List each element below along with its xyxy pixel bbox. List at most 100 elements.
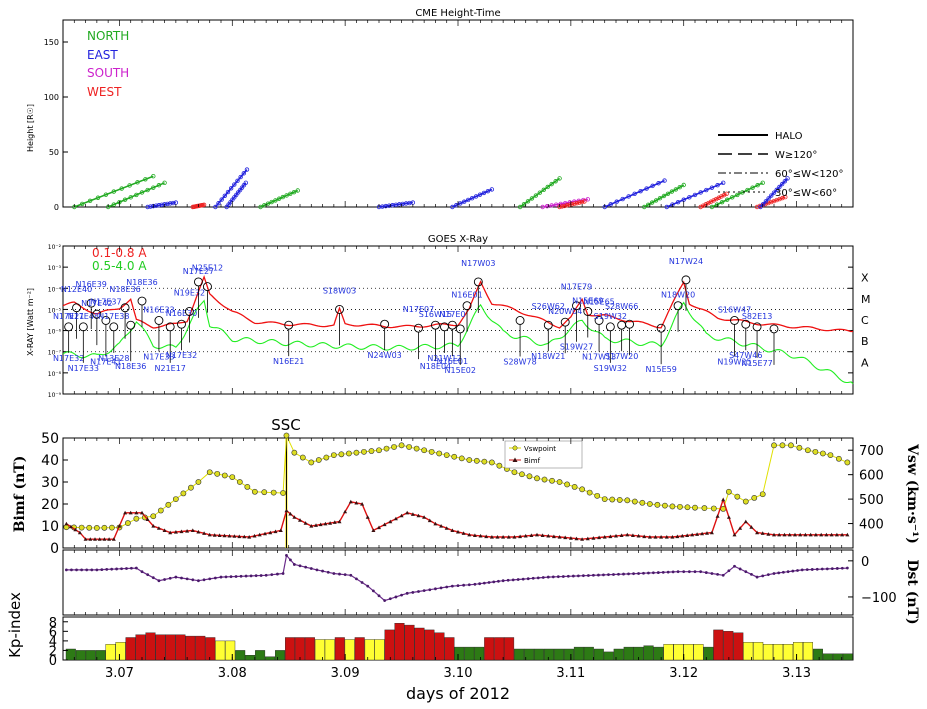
vsw-right-ticks: 400 500 600 700 <box>848 444 884 533</box>
bimf-point <box>68 524 73 529</box>
kp-bar <box>225 640 236 661</box>
bimf-point <box>323 521 328 526</box>
dst-point <box>254 574 258 578</box>
cme-point <box>777 184 782 190</box>
bimf-point <box>102 537 107 541</box>
kp-bar <box>603 651 614 661</box>
dst-ylabel: Dst (nT) <box>904 559 920 624</box>
dst-point <box>125 567 128 570</box>
xray-event-marker <box>177 319 186 329</box>
dst-point <box>478 582 482 586</box>
bimf-point <box>140 510 144 515</box>
bimf-point <box>834 532 839 537</box>
vsw-point <box>804 447 811 454</box>
xray-event-label-above: N18E36 <box>126 278 157 287</box>
dst-point <box>637 572 640 575</box>
kp-bar <box>583 646 594 661</box>
xray-event-marker <box>617 320 627 330</box>
dst-point <box>151 576 155 580</box>
bimf-point <box>145 517 150 521</box>
xray-event-label-above: N17E38 <box>98 312 129 321</box>
dst-point <box>400 593 403 597</box>
cme-point <box>677 184 682 190</box>
xray-ytick-label: 10⁻⁸ <box>48 371 62 378</box>
dst-point <box>229 575 233 579</box>
kp-bar <box>285 637 296 661</box>
vsw-point <box>428 448 435 455</box>
xray-event-marker <box>72 303 81 313</box>
bimf-point <box>242 534 247 539</box>
dst-point <box>270 573 274 577</box>
vsw-point <box>571 483 578 490</box>
dst-point <box>130 566 133 570</box>
kp-bar <box>265 656 276 661</box>
bimf-point <box>647 535 652 539</box>
kp-x-ticks: 3.07 3.08 3.09 3.10 3.11 3.12 3.13 <box>73 654 843 681</box>
vsw-point <box>315 457 322 463</box>
kp-bar <box>793 642 804 661</box>
bimf-ytick-label: 20 <box>41 497 59 513</box>
bimf-point <box>416 513 421 518</box>
vsw-point <box>261 489 268 496</box>
dst-point <box>506 578 510 582</box>
dst-point <box>627 572 630 576</box>
cme-ytick-label: 0 <box>54 203 59 212</box>
xray-event-label-below: N15E77 <box>741 359 772 368</box>
bimf-point <box>523 533 528 538</box>
dst-point <box>551 575 555 579</box>
dst-point <box>516 578 520 581</box>
cme-track <box>378 201 413 208</box>
dst-point <box>511 578 515 582</box>
vsw-point <box>413 445 420 452</box>
dst-point <box>536 576 540 580</box>
dst-point <box>607 573 610 577</box>
bimf-point <box>217 533 222 537</box>
dst-point <box>581 574 585 578</box>
vsw-point <box>646 501 653 507</box>
vsw-point <box>844 459 851 466</box>
dst-series <box>64 554 849 602</box>
dst-point <box>90 568 94 572</box>
xray-event-label-above: N16E39 <box>76 280 107 289</box>
cme-point <box>779 181 785 187</box>
cme-track <box>759 177 789 208</box>
kp-bar <box>344 639 355 661</box>
bimf-point <box>318 522 323 527</box>
dst-point <box>168 576 172 580</box>
xray-event-label-above: N12E40 <box>61 285 92 294</box>
vsw-point <box>624 497 631 504</box>
xray-event-marker <box>447 320 457 330</box>
bimf-point <box>107 537 112 541</box>
bimf-point <box>179 529 184 534</box>
cme-track <box>226 182 247 208</box>
vsw-ytick-label: 600 <box>859 469 884 484</box>
vsw-point <box>771 442 777 449</box>
kp-bar <box>195 635 206 661</box>
xray-ylabel: X-RAY [Watt m⁻²] <box>26 288 35 356</box>
xray-event-label-above: N17W24 <box>669 257 703 266</box>
xray-event-marker <box>560 317 570 327</box>
vsw-point <box>594 492 601 499</box>
cme-ytick-label: 50 <box>49 148 59 157</box>
vsw-point <box>669 503 676 510</box>
dst-point <box>750 572 753 576</box>
xray-event-label-above: N17E07 <box>403 305 434 314</box>
cme-track <box>214 169 248 208</box>
xray-event-label-above: N17E0 <box>439 310 465 319</box>
vsw-point <box>206 469 213 476</box>
cme-ylabel: Height [R☉] <box>26 104 35 152</box>
bimf-vsw-series <box>63 432 851 548</box>
dst-line <box>66 554 848 602</box>
bimf-point <box>134 510 139 515</box>
kp-bar <box>474 646 485 661</box>
kp-bar <box>514 648 525 661</box>
kp-bar <box>324 639 335 661</box>
bimf-ytick-label: 10 <box>41 519 59 535</box>
dst-point <box>642 571 645 575</box>
dst-point <box>180 576 183 580</box>
dst-point <box>845 566 849 570</box>
bimf-point <box>268 530 273 535</box>
vsw-point <box>101 524 108 531</box>
kp-bar <box>155 634 166 661</box>
